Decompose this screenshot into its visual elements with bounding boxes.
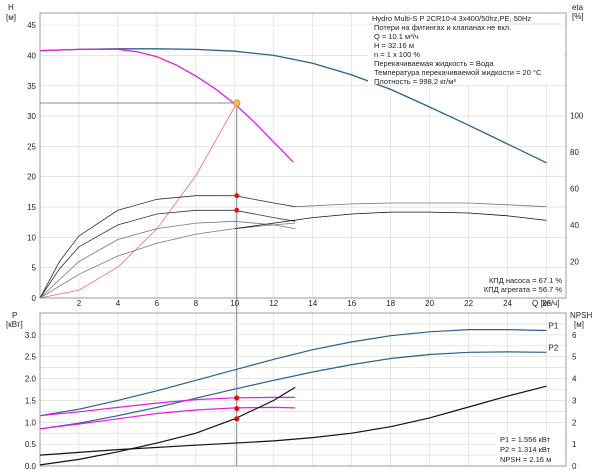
info-panel-bg [368, 14, 564, 84]
top-series-line-5 [39, 220, 296, 299]
top-series-line-1 [39, 48, 294, 163]
top-x-tick-label-0: 2 [77, 299, 82, 308]
top-y-tick-label-8: 40 [27, 51, 36, 60]
info-line-4: n = 1 x 100 % [374, 50, 420, 59]
top-plot-frame [39, 12, 567, 299]
bot-operating-point-2 [234, 416, 240, 422]
top-yr-tick-label-0: 20 [570, 257, 579, 266]
bot-series-label-1: P2 [549, 343, 559, 352]
top-y-unit: [м] [6, 13, 16, 22]
bot-y-tick-label-6: 1.5 [25, 396, 37, 405]
bot-y-label: P [12, 311, 17, 320]
bot-yr-tick-label-0: 0 [572, 462, 577, 471]
top-x-tick-label-9: 20 [425, 299, 434, 308]
top-series-line-3 [39, 195, 296, 299]
bot-note-0: P1 = 1.556 кВт [500, 435, 551, 444]
bot-series-line-5 [39, 385, 547, 456]
top-series-line-6 [39, 222, 296, 299]
top-y-tick-label-6: 30 [27, 112, 36, 121]
info-line-2: Q = 10.1 м³/ч [374, 32, 419, 41]
top-series-line-7 [295, 202, 547, 208]
info-line-7: Плотность = 998.2 кг/м³ [374, 77, 456, 86]
bot-yr-tick-label-5: 5 [572, 353, 577, 362]
bot-yr-label: NPSH [570, 311, 592, 320]
top-yr-tick-label-2: 60 [570, 184, 579, 193]
bot-yr-tick-label-4: 4 [572, 375, 577, 384]
bot-y-tick-label-8: 2.0 [25, 375, 37, 384]
bot-plot-frame [39, 312, 567, 467]
bot-y-tick-label-0: 0.0 [25, 462, 37, 471]
top-x-tick-label-5: 12 [269, 299, 278, 308]
bot-y-tick-label-12: 3.0 [25, 331, 37, 340]
bot-operating-point-1 [234, 405, 240, 412]
top-x-tick-label-8: 18 [386, 299, 395, 308]
top-x-tick-label-7: 16 [347, 299, 356, 308]
bot-series-line-1 [39, 351, 547, 430]
bot-y-tick-label-2: 0.5 [25, 440, 37, 449]
top-y-tick-label-7: 35 [27, 82, 36, 91]
bot-notes-bg [496, 432, 564, 464]
top-x-tick-label-12: 26 [542, 299, 551, 308]
info-line-0: Hydro Multi-S P 2CR10-4 3x400/50hz,PE, 5… [372, 14, 531, 23]
eta-point-marker-0 [234, 193, 240, 199]
top-y-label: H [8, 3, 14, 12]
bot-yr-tick-label-3: 3 [572, 396, 577, 405]
bot-series-line-4 [39, 386, 296, 466]
info-line-5: Перекачиваемая жидкость = Вода [374, 59, 494, 68]
info-line-1: Потери на фитингах и клапанах не вкл. [374, 23, 511, 32]
top-y-tick-label-4: 20 [27, 173, 36, 182]
operating-point-marker [233, 99, 241, 107]
top-x-tick-label-2: 6 [155, 299, 160, 308]
top-note-0: КПД насоса = 67.1 % [489, 276, 562, 285]
bot-operating-point-0 [234, 395, 240, 401]
top-y-tick-label-5: 25 [27, 142, 36, 151]
bot-note-2: NPSH = 2.16 м [500, 455, 551, 464]
bot-series-line-3 [39, 406, 296, 430]
top-x-tick-label-6: 14 [308, 299, 317, 308]
top-note-1: КПД агрегата = 56.7 % [484, 285, 562, 294]
bot-yr-tick-label-2: 2 [572, 418, 577, 427]
info-line-3: H = 32.16 м [374, 41, 414, 50]
bot-y-unit: [кВт] [6, 320, 23, 329]
top-yr-tick-label-3: 80 [570, 148, 579, 157]
x-axis-label: Q [м³/ч] [532, 299, 559, 308]
top-y-tick-label-0: 0 [32, 294, 37, 303]
top-series-line-0 [39, 48, 547, 164]
top-x-tick-label-3: 8 [194, 299, 199, 308]
top-x-tick-label-10: 22 [464, 299, 473, 308]
bot-y-tick-label-10: 2.5 [25, 353, 37, 362]
top-y-tick-label-2: 10 [27, 233, 36, 242]
top-x-tick-label-1: 4 [116, 299, 121, 308]
eta-point-marker-1 [234, 207, 240, 213]
top-series-line-8 [234, 211, 547, 229]
bot-yr-tick-label-1: 1 [572, 440, 577, 449]
info-line-6: Температура перекачиваемой жидкости = 20… [374, 68, 542, 77]
top-y-tick-label-9: 45 [27, 21, 36, 30]
top-x-tick-label-11: 24 [503, 299, 512, 308]
top-y-tick-label-1: 5 [32, 264, 37, 273]
bot-series-line-0 [39, 329, 547, 417]
top-x-tick-label-4: 10 [230, 299, 239, 308]
bot-note-1: P2 = 1.314 кВт [500, 445, 551, 454]
bot-y-tick-label-4: 1.0 [25, 418, 37, 427]
top-yr-unit: [%] [572, 12, 584, 21]
top-series-line-4 [39, 209, 296, 299]
top-yr-label: eta [572, 3, 584, 12]
bot-series-label-0: P1 [549, 321, 559, 330]
top-yr-tick-label-1: 40 [570, 221, 579, 230]
bot-yr-tick-label-6: 6 [572, 331, 577, 340]
top-yr-tick-label-4: 100 [570, 111, 584, 120]
top-y-tick-label-3: 15 [27, 203, 36, 212]
bot-series-line-2 [39, 396, 296, 417]
bot-yr-unit: [м] [574, 320, 584, 329]
top-series-line-2 [39, 102, 238, 299]
